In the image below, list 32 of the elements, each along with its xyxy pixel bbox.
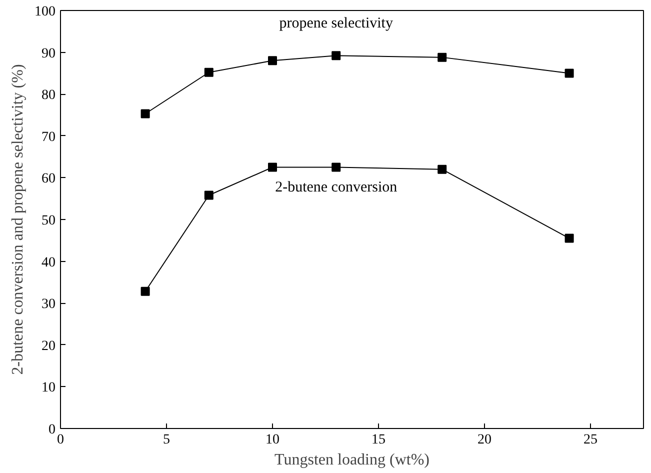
point (332, 51, 341, 60)
x-axis-title: Tungsten loading (wt%) (274, 452, 430, 468)
point (564, 68, 574, 78)
x-tick-label: 15 (372, 432, 386, 448)
y-tick-label: 80 (42, 88, 56, 104)
point (564, 234, 574, 243)
series-label: 2-butene conversion (275, 179, 398, 196)
point (332, 162, 341, 172)
series-label: propene selectivity (279, 16, 394, 32)
x-tick-label: 20 (478, 432, 492, 448)
y-tick-label: 50 (42, 214, 56, 228)
y-tick-label: 40 (42, 255, 56, 270)
x-tick-label: 25 (584, 432, 598, 448)
y-tick-label: 30 (42, 297, 56, 312)
y-axis-title: 2-butene conversion and propene selectivity (%) (10, 64, 26, 375)
point (204, 190, 214, 200)
y-tick-label: 0 (48, 422, 56, 438)
y-tick-label: 20 (42, 338, 56, 354)
point (140, 109, 150, 118)
point (268, 56, 277, 66)
point (438, 164, 447, 174)
y-tick-label: 70 (42, 130, 56, 145)
x-tick-label: 5 (163, 432, 170, 448)
y-tick-label: 10 (42, 380, 56, 396)
y-tick-label: 100 (34, 4, 56, 20)
x-tick-label: 10 (266, 432, 280, 448)
point (268, 162, 277, 172)
y-tick-label: 60 (42, 172, 56, 187)
point (204, 68, 214, 77)
point (438, 52, 447, 62)
y-tick-label: 90 (42, 46, 56, 62)
point (140, 286, 150, 296)
